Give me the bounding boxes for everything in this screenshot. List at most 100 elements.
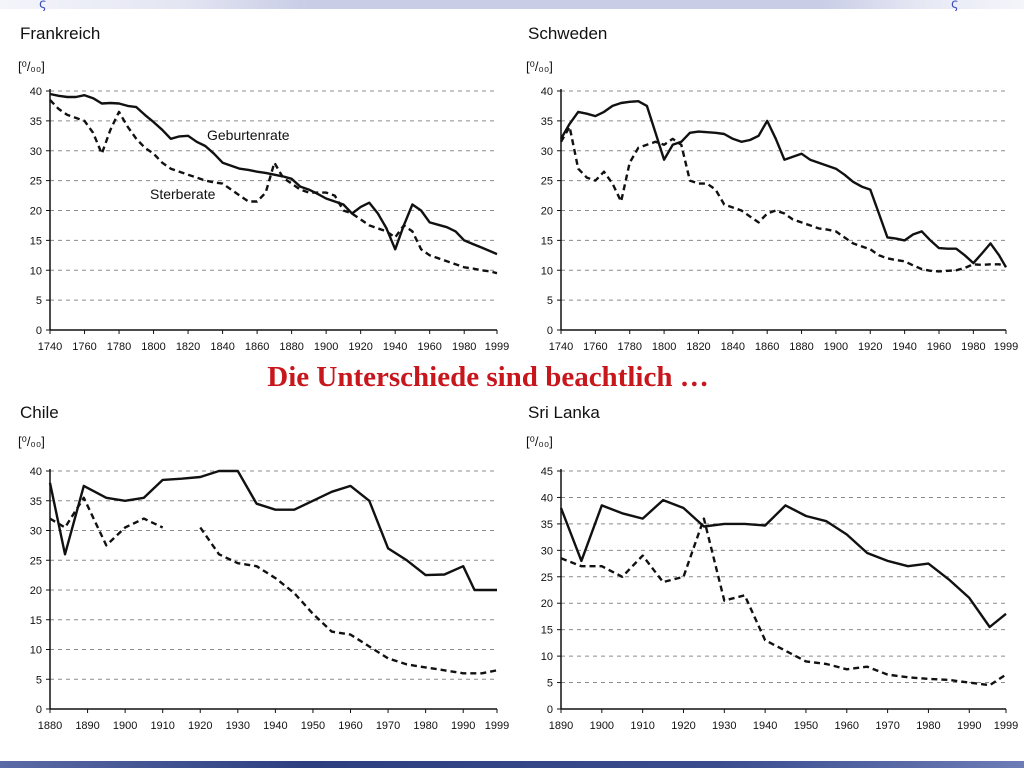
y-tick-label: 35 bbox=[541, 116, 553, 128]
y-tick-label: 25 bbox=[541, 176, 553, 188]
y-tick-label: 45 bbox=[541, 466, 553, 478]
series-line-geburtenrate bbox=[48, 469, 497, 592]
x-tick-label: 1860 bbox=[245, 341, 269, 353]
y-tick-label: 40 bbox=[30, 86, 42, 98]
unit-label: [⁰/₀₀] bbox=[526, 59, 553, 74]
x-tick-label: 1780 bbox=[617, 341, 641, 353]
x-tick-label: 1970 bbox=[875, 720, 899, 732]
x-tick-label: 1930 bbox=[712, 720, 736, 732]
x-tick-label: 1900 bbox=[824, 341, 848, 353]
y-tick-label: 35 bbox=[30, 496, 42, 508]
series-annotation: Geburtenrate bbox=[207, 127, 290, 143]
chart-sri-lanka: Sri Lanka [⁰/₀₀] 0 5 10 15 20 25 30 35 40 45 1890 190… bbox=[526, 403, 1018, 732]
swirl-icon-right: ς bbox=[951, 0, 959, 12]
x-tick-label: 1840 bbox=[210, 341, 234, 353]
x-tick-label: 1990 bbox=[451, 720, 475, 732]
y-tick-label: 30 bbox=[541, 146, 553, 158]
x-tick-label: 1880 bbox=[279, 341, 303, 353]
x-tick-label: 1960 bbox=[338, 720, 362, 732]
x-tick-label: 1880 bbox=[38, 720, 62, 732]
series-line-sterberate bbox=[49, 99, 498, 275]
x-tick-label: 1940 bbox=[892, 341, 916, 353]
unit-label: [⁰/₀₀] bbox=[526, 434, 553, 449]
y-tick-label: 10 bbox=[30, 645, 42, 657]
y-tick-label: 5 bbox=[547, 295, 553, 307]
chart-title: Schweden bbox=[528, 24, 607, 43]
x-tick-label: 1920 bbox=[188, 720, 212, 732]
x-tick-label: 1990 bbox=[957, 720, 981, 732]
x-tick-label: 1910 bbox=[150, 720, 174, 732]
x-tick-label: 1860 bbox=[755, 341, 779, 353]
series-line-sterberate bbox=[199, 526, 498, 675]
x-tick-label: 1999 bbox=[994, 341, 1018, 353]
y-tick-label: 10 bbox=[541, 651, 553, 663]
x-tick-label: 1740 bbox=[549, 341, 573, 353]
x-tick-label: 1999 bbox=[485, 341, 509, 353]
y-tick-label: 15 bbox=[541, 625, 553, 637]
swirl-icon-left: ς bbox=[39, 0, 47, 12]
y-tick-label: 25 bbox=[30, 176, 42, 188]
y-tick-label: 30 bbox=[30, 526, 42, 538]
y-tick-label: 5 bbox=[547, 678, 553, 690]
y-tick-label: 0 bbox=[36, 325, 42, 337]
y-tick-label: 15 bbox=[30, 235, 42, 247]
x-tick-label: 1900 bbox=[314, 341, 338, 353]
series-line-geburtenrate bbox=[559, 498, 1007, 629]
x-tick-label: 1920 bbox=[858, 341, 882, 353]
y-tick-label: 0 bbox=[547, 325, 553, 337]
slide-caption: Die Unterschiede sind beachtlich … bbox=[267, 361, 709, 393]
chart-title: Frankreich bbox=[20, 24, 100, 43]
y-tick-label: 5 bbox=[36, 295, 42, 307]
y-tick-label: 30 bbox=[30, 146, 42, 158]
y-tick-label: 0 bbox=[36, 704, 42, 716]
x-tick-label: 1950 bbox=[301, 720, 325, 732]
series-line-sterberate bbox=[49, 496, 164, 547]
x-tick-label: 1980 bbox=[961, 341, 985, 353]
x-tick-label: 1970 bbox=[376, 720, 400, 732]
y-tick-label: 20 bbox=[30, 206, 42, 218]
top-decoration-bar bbox=[0, 0, 1024, 9]
x-tick-label: 1880 bbox=[789, 341, 813, 353]
y-tick-label: 10 bbox=[541, 265, 553, 277]
y-tick-label: 40 bbox=[541, 86, 553, 98]
series-line-geburtenrate bbox=[49, 92, 498, 256]
x-tick-label: 1820 bbox=[686, 341, 710, 353]
y-tick-label: 40 bbox=[541, 492, 553, 504]
x-tick-label: 1940 bbox=[753, 720, 777, 732]
x-tick-label: 1840 bbox=[721, 341, 745, 353]
y-tick-label: 35 bbox=[541, 519, 553, 531]
x-tick-label: 1760 bbox=[72, 341, 96, 353]
x-tick-label: 1980 bbox=[452, 341, 476, 353]
series-line-sterberate bbox=[559, 125, 1007, 273]
x-tick-label: 1930 bbox=[226, 720, 250, 732]
x-tick-label: 1980 bbox=[916, 720, 940, 732]
series-line-sterberate bbox=[560, 517, 1007, 687]
y-tick-label: 5 bbox=[36, 674, 42, 686]
y-tick-label: 40 bbox=[30, 466, 42, 478]
x-tick-label: 1890 bbox=[75, 720, 99, 732]
x-tick-label: 1940 bbox=[383, 341, 407, 353]
x-tick-label: 1900 bbox=[113, 720, 137, 732]
chart-schweden: Schweden [⁰/₀₀] 0 5 10 15 20 25 30 35 40 1740 1760 17… bbox=[526, 24, 1018, 353]
x-tick-label: 1780 bbox=[107, 341, 131, 353]
x-tick-label: 1910 bbox=[630, 720, 654, 732]
chart-title: Chile bbox=[20, 403, 59, 422]
x-tick-label: 1999 bbox=[994, 720, 1018, 732]
x-tick-label: 1950 bbox=[794, 720, 818, 732]
unit-label: [⁰/₀₀] bbox=[18, 434, 45, 449]
y-tick-label: 30 bbox=[541, 545, 553, 557]
x-tick-label: 1940 bbox=[263, 720, 287, 732]
unit-label: [⁰/₀₀] bbox=[18, 59, 45, 74]
y-tick-label: 25 bbox=[30, 555, 42, 567]
x-tick-label: 1999 bbox=[485, 720, 509, 732]
x-tick-label: 1740 bbox=[38, 341, 62, 353]
x-tick-label: 1760 bbox=[583, 341, 607, 353]
y-tick-label: 20 bbox=[30, 585, 42, 597]
x-tick-label: 1960 bbox=[835, 720, 859, 732]
x-tick-label: 1800 bbox=[652, 341, 676, 353]
chart-chile: Chile [⁰/₀₀] 0 5 10 15 20 25 30 35 40 1880 1890 1900 1… bbox=[18, 403, 509, 732]
x-tick-label: 1890 bbox=[549, 720, 573, 732]
y-tick-label: 0 bbox=[547, 704, 553, 716]
x-tick-label: 1960 bbox=[927, 341, 951, 353]
